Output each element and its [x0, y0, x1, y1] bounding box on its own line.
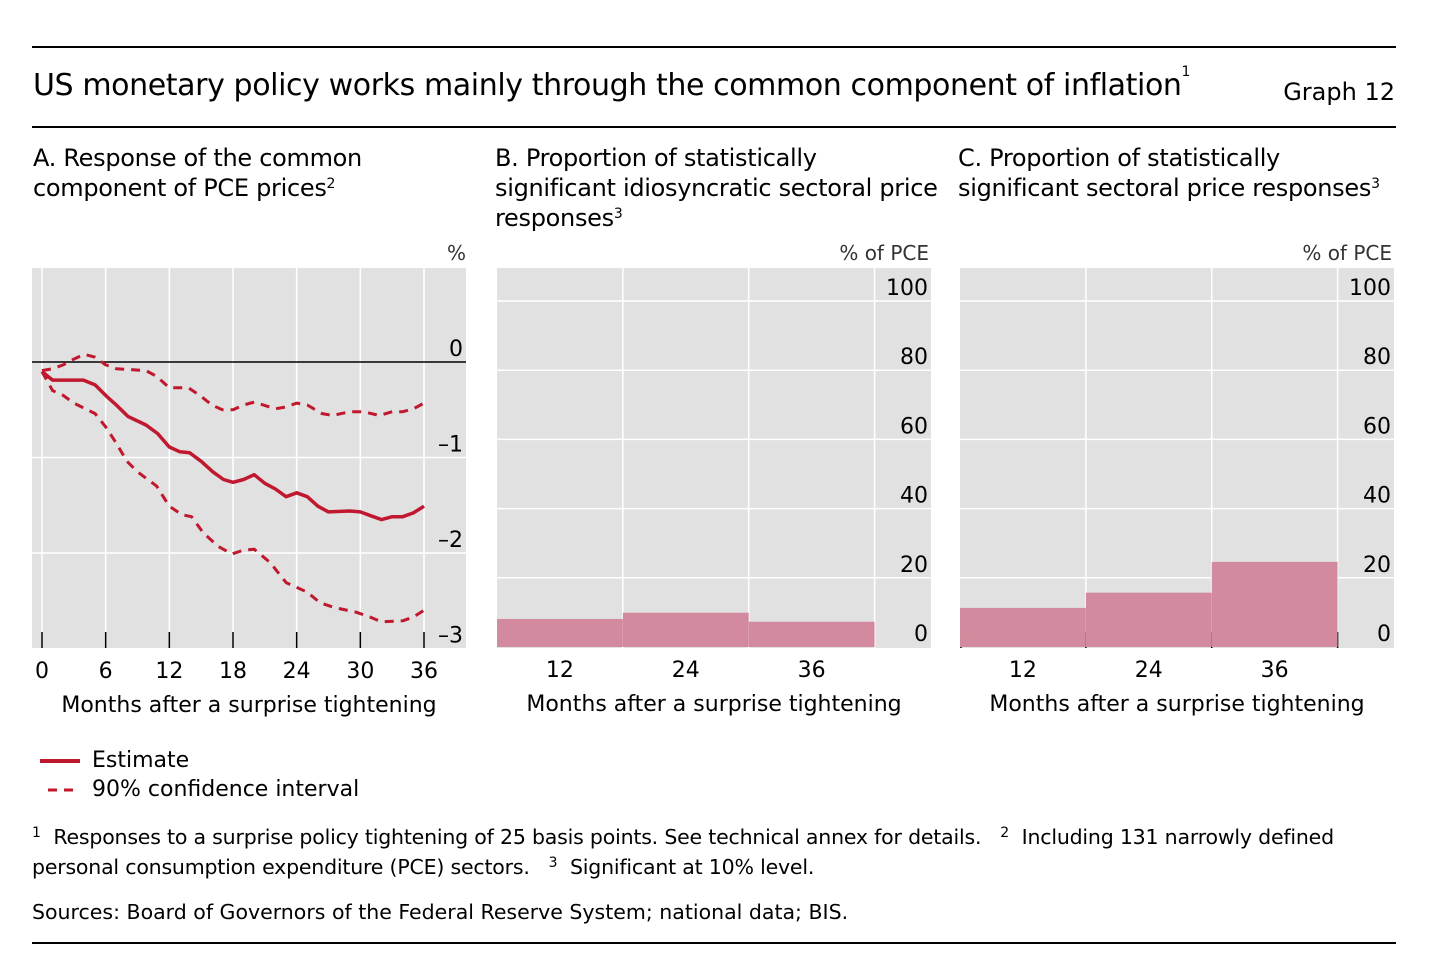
panel-b-xtick-label: 24 — [672, 658, 700, 683]
confidence-interval-line-1 — [41, 352, 425, 417]
panel-b-ytick-label: 80 — [900, 345, 928, 370]
panel-a-xtick-label: 6 — [99, 659, 113, 684]
panel-a-ytick-label: –1 — [438, 433, 463, 458]
panel-b-ytick-label: 100 — [886, 276, 928, 301]
panel-a-xtick-label: 0 — [35, 659, 49, 684]
panel-a-ytick-label: 0 — [449, 337, 463, 362]
panel-c-ytick-label: 100 — [1349, 276, 1391, 301]
legend-item-estimate: Estimate — [40, 746, 359, 775]
estimate-line — [40, 370, 425, 522]
sources: Sources: Board of Governors of the Feder… — [32, 900, 849, 924]
panel-c-unit: % of PCE — [1302, 241, 1392, 265]
panel-a-xtick-label: 12 — [155, 659, 183, 684]
dashed-line-swatch-icon — [48, 788, 80, 791]
top-rule — [32, 46, 1396, 48]
confidence-interval-line-2 — [40, 370, 425, 624]
legend-label-ci: 90% confidence interval — [92, 777, 360, 802]
footnote-2: Including 131 narrowly defined personal … — [32, 825, 1334, 879]
panel-c-title: C. Proportion of statistically significa… — [958, 144, 1380, 202]
panel-b-bar-12 — [497, 618, 623, 647]
solid-line-swatch-icon — [40, 758, 80, 763]
panel-c-ytick-label: 80 — [1363, 345, 1391, 370]
panel-b-plot-area — [497, 268, 931, 648]
panel-b-xtick-label: 12 — [546, 658, 574, 683]
panel-c-bar-36 — [1211, 561, 1338, 647]
panel-c-bar-24 — [1085, 592, 1212, 647]
panel-b-xlabel: Months after a surprise tightening — [526, 692, 902, 717]
legend: Estimate 90% confidence interval — [40, 746, 359, 804]
panel-b-xtick-label: 36 — [798, 658, 826, 683]
panel-b-unit: % of PCE — [839, 241, 929, 265]
footnotes: 1 Responses to a surprise policy tighten… — [32, 825, 1334, 879]
panel-c-ytick-label: 40 — [1363, 484, 1391, 509]
bottom-rule — [32, 942, 1396, 944]
panel-b-title: B. Proportion of statistically significa… — [495, 144, 938, 232]
panel-a-unit: % — [446, 241, 466, 265]
panel-a-xtick-label: 36 — [410, 659, 438, 684]
panel-c-xlabel: Months after a surprise tightening — [989, 692, 1365, 717]
panel-c-xtick-label: 24 — [1135, 658, 1163, 683]
panel-a-ytick-label: –3 — [438, 624, 463, 649]
panel-a-xtick-label: 24 — [283, 659, 311, 684]
panel-b-ytick-label: 0 — [914, 622, 928, 647]
panel-a-xtick-label: 18 — [219, 659, 247, 684]
panel-c-bar-12 — [960, 607, 1086, 647]
footnote-1: Responses to a surprise policy tightenin… — [53, 825, 982, 849]
panel-b-ytick-label: 40 — [900, 484, 928, 509]
panel-c-xtick-label: 12 — [1009, 658, 1037, 683]
panel-b-bar-24 — [622, 612, 749, 647]
panel-a-ytick-label: –2 — [438, 528, 463, 553]
panel-c-ytick-label: 20 — [1363, 553, 1391, 578]
footnote-3: Significant at 10% level. — [569, 855, 815, 879]
panel-c-xtick-label: 36 — [1261, 658, 1289, 683]
legend-label-estimate: Estimate — [92, 748, 190, 773]
panel-a-xtick-label: 30 — [346, 659, 374, 684]
panel-a-title: A. Response of the common component of P… — [33, 144, 362, 202]
panel-b-ytick-label: 60 — [900, 414, 928, 439]
page-title: US monetary policy works mainly through … — [33, 64, 1191, 103]
legend-item-ci: 90% confidence interval — [40, 775, 359, 804]
panel-a-xlabel: Months after a surprise tightening — [61, 693, 437, 718]
panel-b-ytick-label: 20 — [900, 553, 928, 578]
panel-c-ytick-label: 0 — [1377, 622, 1391, 647]
graph-number: Graph 12 — [1283, 78, 1395, 106]
panel-c-ytick-label: 60 — [1363, 414, 1391, 439]
header-rule — [32, 126, 1396, 128]
panel-b-bar-36 — [748, 621, 875, 647]
